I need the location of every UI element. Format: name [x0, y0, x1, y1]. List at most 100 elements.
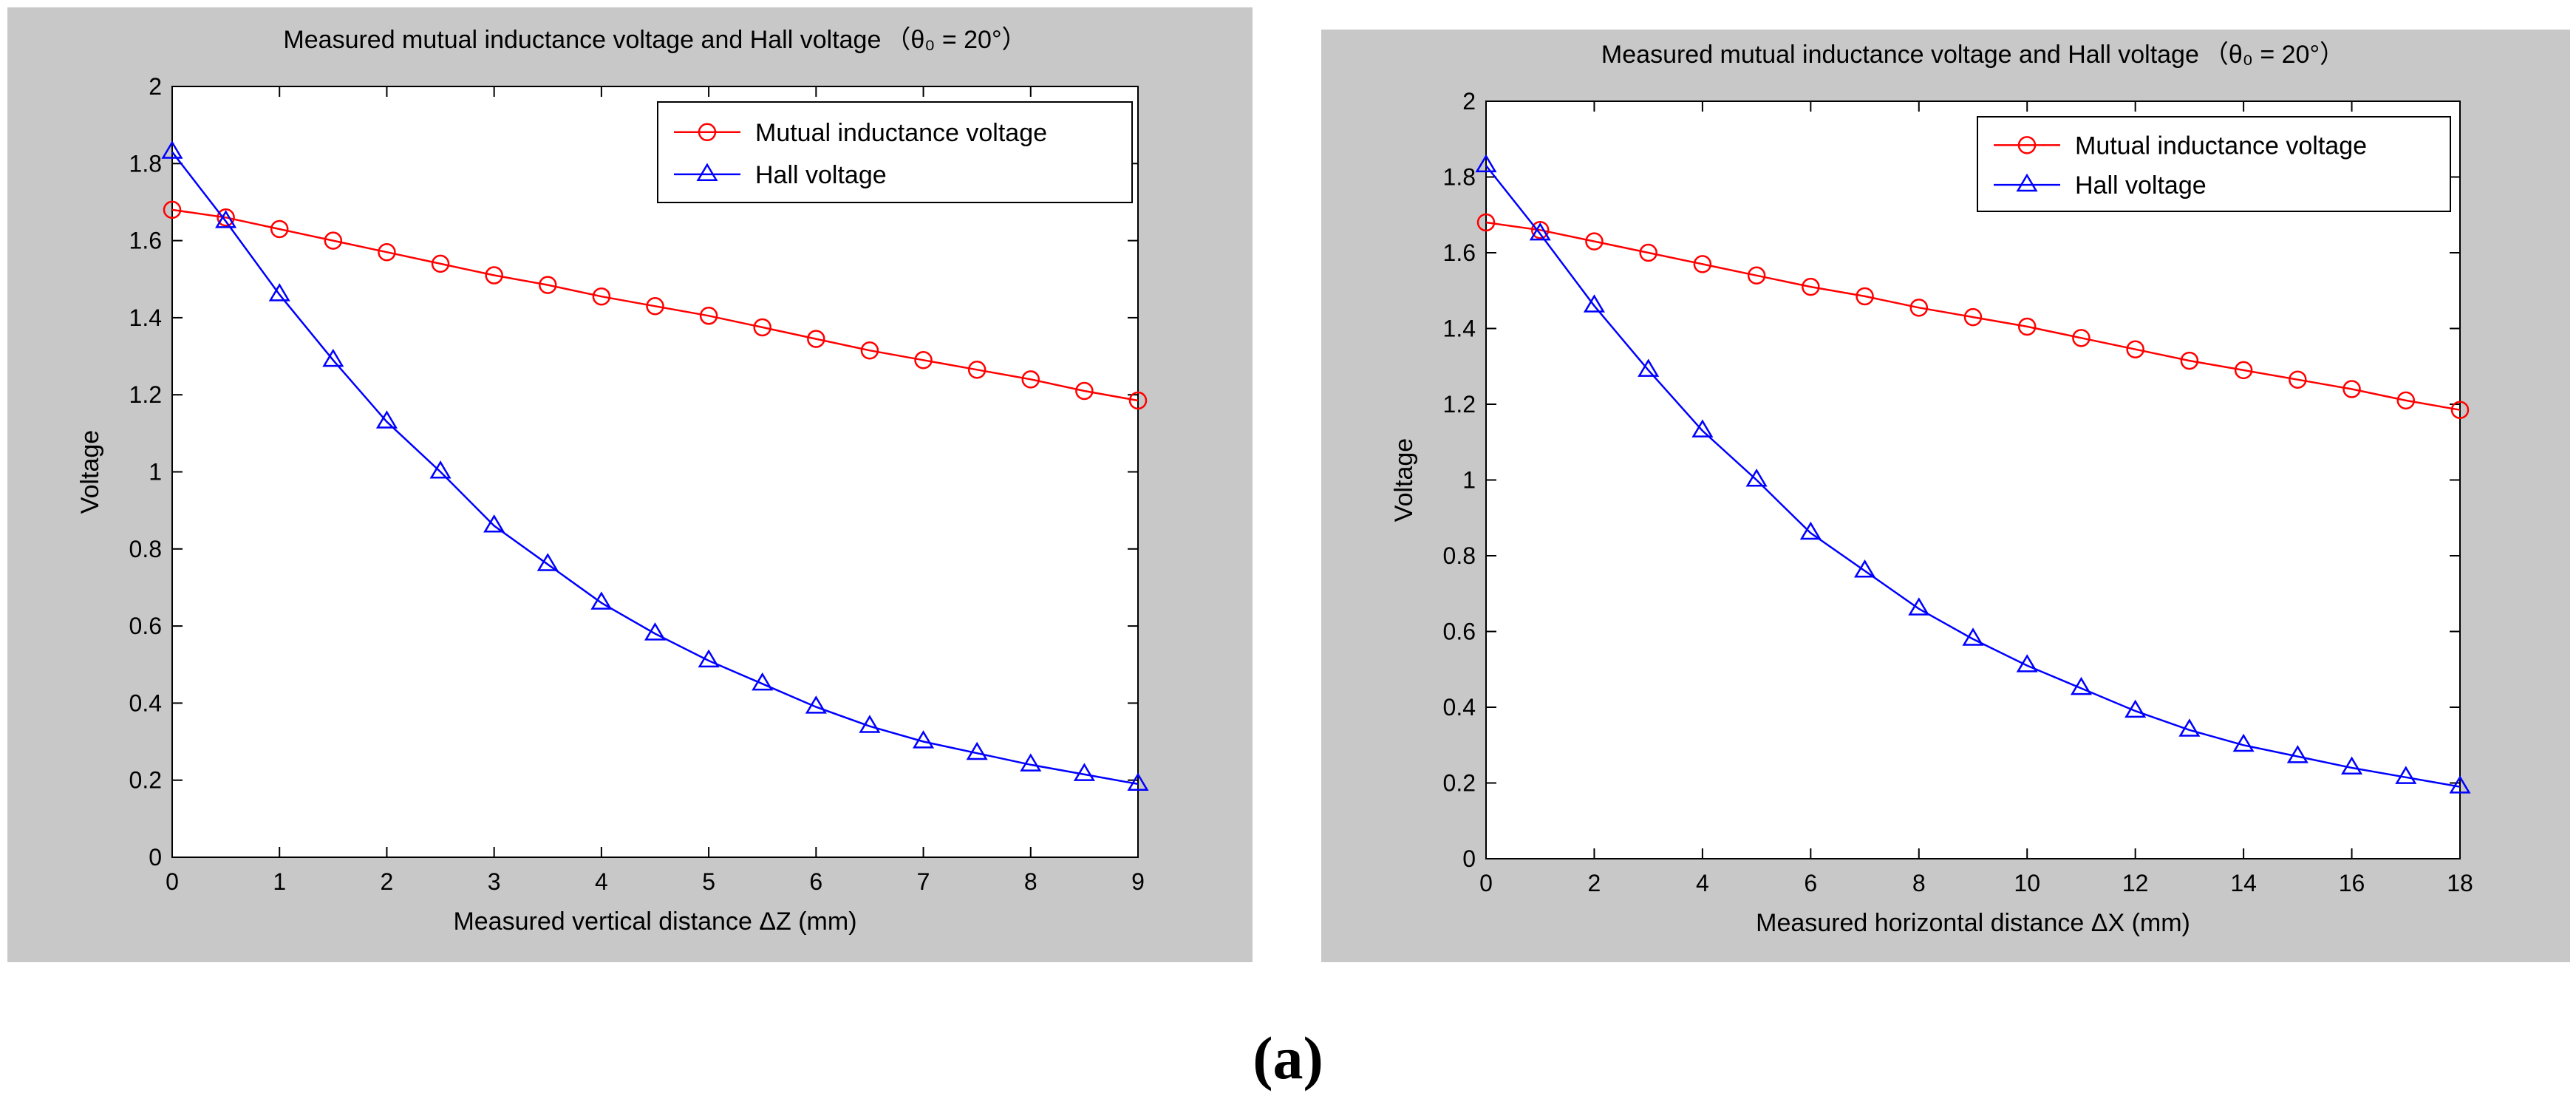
x-tick-label: 16 — [2339, 870, 2365, 896]
data-point-mutual-inductance — [914, 351, 933, 370]
data-point-hall — [698, 649, 720, 668]
y-tick-label: 1.2 — [1443, 391, 1476, 418]
data-point-mutual-inductance — [378, 242, 396, 262]
y-tick-label: 1.2 — [129, 381, 162, 408]
y-tick-label: 0.8 — [1443, 542, 1476, 569]
data-point-mutual-inductance — [1021, 370, 1040, 389]
x-tick-label: 4 — [595, 868, 608, 895]
data-point-hall — [752, 672, 774, 691]
x-tick-label: 3 — [488, 868, 501, 895]
data-point-hall — [1638, 358, 1660, 377]
legend-label: Mutual inductance voltage — [2075, 132, 2367, 160]
legend-label: Hall voltage — [2075, 171, 2207, 200]
data-point-mutual-inductance — [753, 318, 771, 337]
data-point-hall — [375, 410, 398, 429]
legend-box — [1977, 116, 2451, 212]
data-point-hall — [322, 348, 344, 367]
data-point-hall — [2341, 756, 2363, 775]
y-axis-label: Voltage — [1390, 438, 1418, 522]
data-point-mutual-inductance — [1963, 307, 1983, 327]
data-point-mutual-inductance — [967, 361, 987, 379]
data-point-hall — [1020, 753, 1042, 772]
x-tick-label: 2 — [381, 868, 394, 895]
data-point-mutual-inductance — [2450, 401, 2470, 419]
series-line-hall — [1485, 165, 2461, 788]
data-point-mutual-inductance — [1476, 213, 1496, 232]
x-tick-label: 0 — [1479, 870, 1493, 896]
data-point-mutual-inductance — [860, 341, 879, 360]
x-tick-label: 18 — [2447, 870, 2473, 896]
data-point-hall — [2449, 775, 2471, 794]
series-line-mutual-inductance — [171, 208, 1139, 402]
y-tick-label: 0.2 — [129, 767, 162, 794]
x-tick-label: 0 — [166, 868, 179, 895]
legend-marker-triangle — [696, 163, 718, 181]
series-line-mutual-inductance — [1485, 221, 2461, 411]
y-tick-label: 0.4 — [1443, 694, 1476, 721]
y-tick-label: 1.4 — [1443, 316, 1476, 342]
data-point-hall — [536, 553, 559, 571]
data-point-mutual-inductance — [2289, 370, 2307, 389]
data-point-mutual-inductance — [807, 330, 825, 348]
data-point-hall — [590, 591, 613, 610]
data-point-mutual-inductance — [1909, 299, 1929, 317]
y-tick-label: 2 — [149, 73, 162, 100]
plot-area — [1485, 101, 2461, 859]
data-point-hall — [966, 741, 988, 760]
chart-title: Measured mutual inductance voltage and H… — [283, 26, 1026, 54]
data-point-mutual-inductance — [431, 254, 450, 273]
data-point-mutual-inductance — [163, 200, 182, 219]
data-point-hall — [161, 140, 183, 159]
y-tick-label: 1.4 — [129, 304, 162, 331]
data-point-mutual-inductance — [699, 307, 718, 325]
data-point-mutual-inductance — [1075, 381, 1094, 401]
y-tick-label: 0.2 — [1443, 770, 1476, 797]
data-point-hall — [215, 210, 237, 228]
x-tick-label: 4 — [1696, 870, 1709, 896]
x-tick-label: 9 — [1131, 868, 1145, 895]
data-point-mutual-inductance — [1693, 255, 1712, 273]
series-line-hall — [171, 151, 1139, 786]
legend-marker-circle — [2017, 136, 2037, 154]
y-tick-label: 1.6 — [129, 228, 162, 254]
data-point-hall — [2124, 699, 2147, 718]
x-tick-label: 7 — [917, 868, 930, 895]
data-point-hall — [805, 695, 827, 714]
data-point-hall — [1475, 154, 1497, 173]
data-point-hall — [2178, 718, 2201, 737]
chart-left-figure: Measured mutual inductance voltage and H… — [7, 7, 1253, 962]
plot-area — [171, 86, 1139, 858]
data-point-hall — [1962, 627, 1984, 646]
data-point-hall — [1854, 559, 1876, 578]
legend-marker-triangle — [2016, 173, 2038, 192]
data-point-mutual-inductance — [592, 287, 611, 306]
data-point-mutual-inductance — [2126, 340, 2144, 358]
x-tick-label: 2 — [1588, 870, 1601, 896]
y-tick-label: 1.8 — [1443, 164, 1476, 191]
data-point-hall — [2286, 745, 2308, 763]
data-point-hall — [644, 622, 667, 641]
data-point-hall — [2070, 676, 2092, 695]
legend-marker-circle — [698, 123, 717, 142]
chart-title-text: Measured mutual inductance voltage and H… — [283, 26, 881, 54]
data-point-mutual-inductance — [1530, 221, 1550, 239]
x-tick-label: 1 — [273, 868, 286, 895]
data-point-mutual-inductance — [485, 266, 503, 285]
legend-label: Hall voltage — [755, 161, 887, 189]
y-tick-label: 0 — [1462, 845, 1476, 872]
data-point-hall — [1799, 521, 1822, 540]
x-tick-label: 8 — [1024, 868, 1037, 895]
chart-left: Measured mutual inductance voltage and H… — [76, 26, 1149, 936]
data-point-hall — [2016, 654, 2038, 673]
data-point-mutual-inductance — [2072, 329, 2091, 347]
y-tick-label: 1.8 — [129, 150, 162, 177]
data-point-hall — [1908, 597, 1930, 616]
chart-title-suffix: （θ₀ = 20°） — [2204, 41, 2345, 69]
y-tick-label: 1 — [1462, 467, 1476, 494]
x-tick-label: 8 — [1912, 870, 1926, 896]
data-point-mutual-inductance — [1585, 232, 1604, 251]
chart-right-figure: Measured mutual inductance voltage and H… — [1321, 30, 2570, 962]
data-point-mutual-inductance — [1747, 266, 1766, 285]
data-point-mutual-inductance — [1128, 391, 1148, 410]
data-point-hall — [1529, 222, 1551, 241]
